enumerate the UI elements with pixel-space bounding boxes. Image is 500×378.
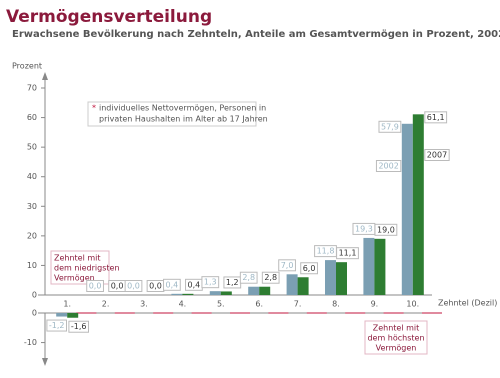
y-tick-label: 70 <box>27 84 37 93</box>
annotation-line: Zehntel mit <box>373 324 420 333</box>
label-box <box>201 276 220 289</box>
note-line: individuelles Nettovermögen, Personen in <box>99 104 266 113</box>
legend-label: 2002 <box>378 162 398 171</box>
y-tick-label: 40 <box>27 172 37 181</box>
bar <box>67 313 79 318</box>
axis-arrow <box>42 358 48 366</box>
chart-title: Vermögensverteilung <box>6 7 212 27</box>
bar <box>220 291 232 295</box>
bar <box>412 114 424 295</box>
annotation-box <box>364 320 428 355</box>
note-line: privaten Haushalten im Alter ab 17 Jahre… <box>99 115 268 124</box>
value-label: 57,9 <box>381 122 399 131</box>
y-tick-label: 50 <box>27 143 37 152</box>
label-box <box>424 149 450 161</box>
x-tick-label: 2. <box>102 300 110 309</box>
annotation-box <box>50 250 110 285</box>
x-tick-label: 5. <box>217 300 225 309</box>
value-label: 2,8 <box>242 273 255 282</box>
value-label: 0,0 <box>111 282 124 291</box>
y-tick-label: 30 <box>27 202 37 211</box>
annotation-line: dem höchsten <box>367 334 424 343</box>
value-label: 2,8 <box>264 273 277 282</box>
x-tick-label: 7. <box>294 300 302 309</box>
label-box <box>261 271 280 284</box>
bar <box>325 260 336 295</box>
chart-subtitle: Erwachsene Bevölkerung nach Zehnteln, An… <box>12 29 500 40</box>
value-label: 0,0 <box>89 282 102 291</box>
annotation-line: dem niedrigsten <box>54 264 120 273</box>
x-axis-label: Zehntel (Dezil) <box>438 299 497 308</box>
label-box <box>68 320 90 333</box>
bar <box>374 238 386 295</box>
value-label: 19,0 <box>377 225 395 234</box>
bar <box>336 262 347 295</box>
value-label: 0,0 <box>149 282 162 291</box>
value-label: 11,1 <box>339 249 357 258</box>
x-tick-label: 9. <box>371 300 379 309</box>
value-label: 1,2 <box>226 278 239 287</box>
x-tick-label: 1. <box>63 300 71 309</box>
x-tick-label: 10. <box>406 300 419 309</box>
y-tick-label: -10 <box>24 338 37 347</box>
value-label: 0,0 <box>127 282 140 291</box>
value-label: 7,0 <box>281 261 294 270</box>
value-label: 1,3 <box>204 278 217 287</box>
label-box <box>375 160 402 172</box>
label-box <box>86 280 104 292</box>
x-tick-label: 8. <box>332 300 340 309</box>
label-box <box>424 111 448 124</box>
value-label: 6,0 <box>303 264 316 273</box>
bar <box>182 293 194 295</box>
value-label: 19,3 <box>355 224 373 233</box>
value-label: 11,8 <box>317 247 335 256</box>
label-box <box>163 278 181 291</box>
annotation-line: Zehntel mit <box>54 254 101 263</box>
bar <box>297 277 309 295</box>
value-label: 61,1 <box>427 113 445 122</box>
bar <box>401 123 413 295</box>
annotation-line: Vermögen <box>54 274 95 283</box>
legend-label: 2007 <box>427 151 447 160</box>
bar <box>209 291 221 295</box>
label-box <box>300 262 318 275</box>
y-tick-label: 10 <box>27 261 37 270</box>
axis-arrow <box>42 72 48 80</box>
x-tick-label: 3. <box>140 300 148 309</box>
value-label: -1,6 <box>71 322 87 331</box>
y-tick-label: 20 <box>27 231 37 240</box>
note-marker: * <box>92 104 96 113</box>
value-label: 0,4 <box>188 280 201 289</box>
y-axis-label: Prozent <box>12 62 42 71</box>
label-box <box>124 280 143 292</box>
value-label: -1,2 <box>49 321 65 330</box>
label-box <box>278 259 296 272</box>
bar <box>259 286 271 295</box>
note-box <box>87 101 257 127</box>
bar <box>248 286 260 295</box>
label-box <box>46 319 68 332</box>
x-tick-label: 4. <box>179 300 187 309</box>
bar <box>363 237 375 295</box>
label-box <box>239 271 258 284</box>
label-box <box>378 120 402 133</box>
value-label: 0,4 <box>166 280 179 289</box>
y-tick-label: 60 <box>27 113 37 122</box>
annotation-line: Vermögen <box>376 344 417 353</box>
bar <box>56 313 68 317</box>
bar <box>171 293 183 295</box>
x-tick-label: 6. <box>255 300 263 309</box>
y-tick-label: 0 <box>32 309 37 318</box>
label-box <box>336 247 359 260</box>
y-tick-label: 0 <box>32 291 37 300</box>
label-box <box>374 223 398 236</box>
bar <box>286 274 298 295</box>
